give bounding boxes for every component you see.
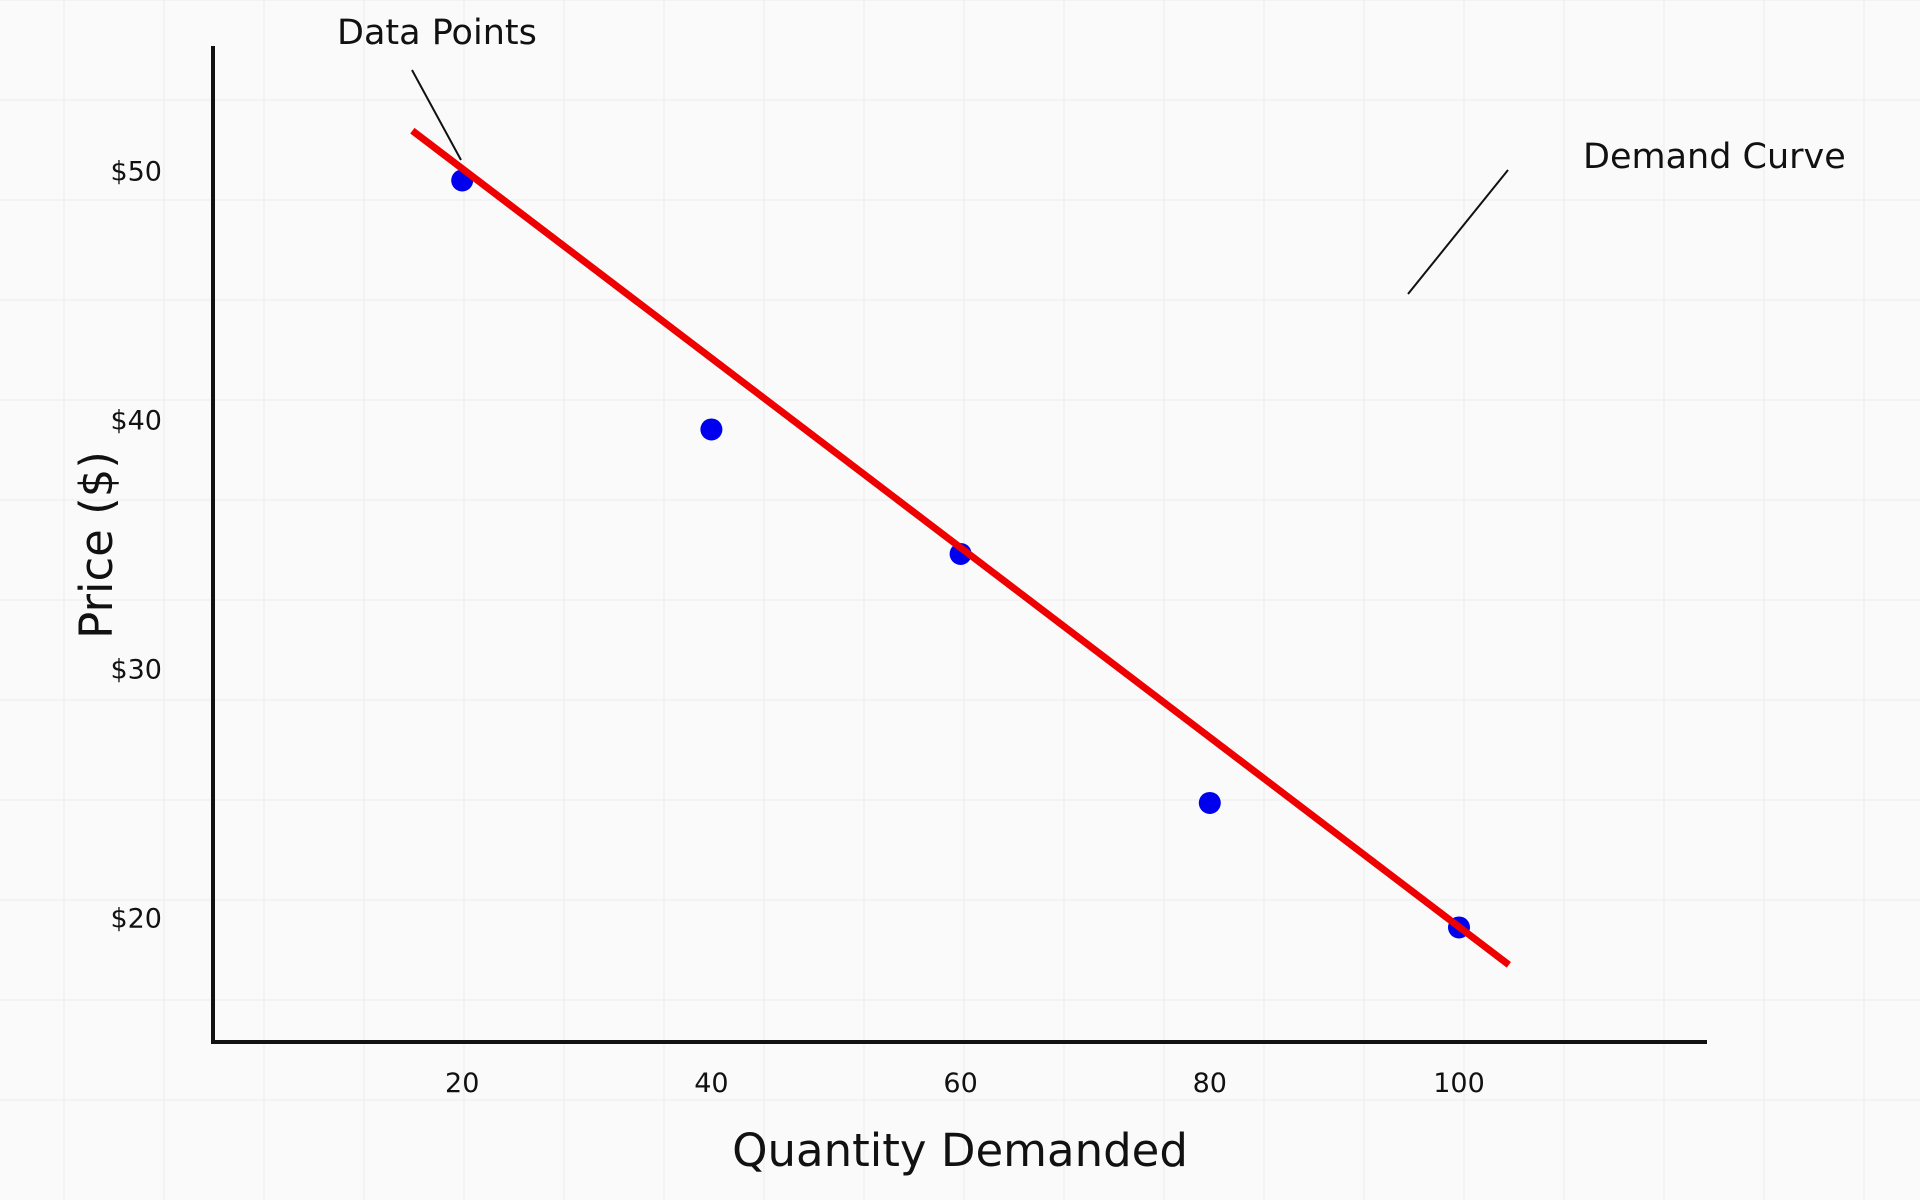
annotation-demand-curve-leader xyxy=(1407,169,1509,295)
data-point xyxy=(700,418,723,441)
y-tick-labels: $20 $30 $40 $50 xyxy=(110,157,162,935)
data-point xyxy=(1198,791,1221,814)
x-axis-title: Quantity Demanded xyxy=(732,1124,1188,1177)
annotation-demand-curve: Demand Curve xyxy=(1407,137,1846,295)
x-tick-label: 20 xyxy=(445,1068,479,1099)
x-tick-labels: 20 40 60 80 100 xyxy=(445,1068,1485,1099)
y-tick-label: $40 xyxy=(110,406,162,437)
y-axis-title: Price ($) xyxy=(70,451,123,639)
annotation-demand-curve-label: Demand Curve xyxy=(1583,137,1846,177)
x-tick-label: 40 xyxy=(694,1068,728,1099)
y-tick-label: $30 xyxy=(110,655,162,686)
demand-curve-line xyxy=(410,127,1511,968)
y-tick-label: $20 xyxy=(110,904,162,935)
annotation-data-points: Data Points xyxy=(337,13,537,161)
series-layer xyxy=(410,127,1511,968)
x-tick-label: 80 xyxy=(1193,1068,1227,1099)
annotation-data-points-label: Data Points xyxy=(337,13,537,53)
annotation-data-points-leader xyxy=(411,69,462,161)
x-tick-label: 100 xyxy=(1433,1068,1485,1099)
y-tick-label: $50 xyxy=(110,157,162,188)
axes xyxy=(211,46,1707,1044)
x-tick-label: 60 xyxy=(943,1068,977,1099)
